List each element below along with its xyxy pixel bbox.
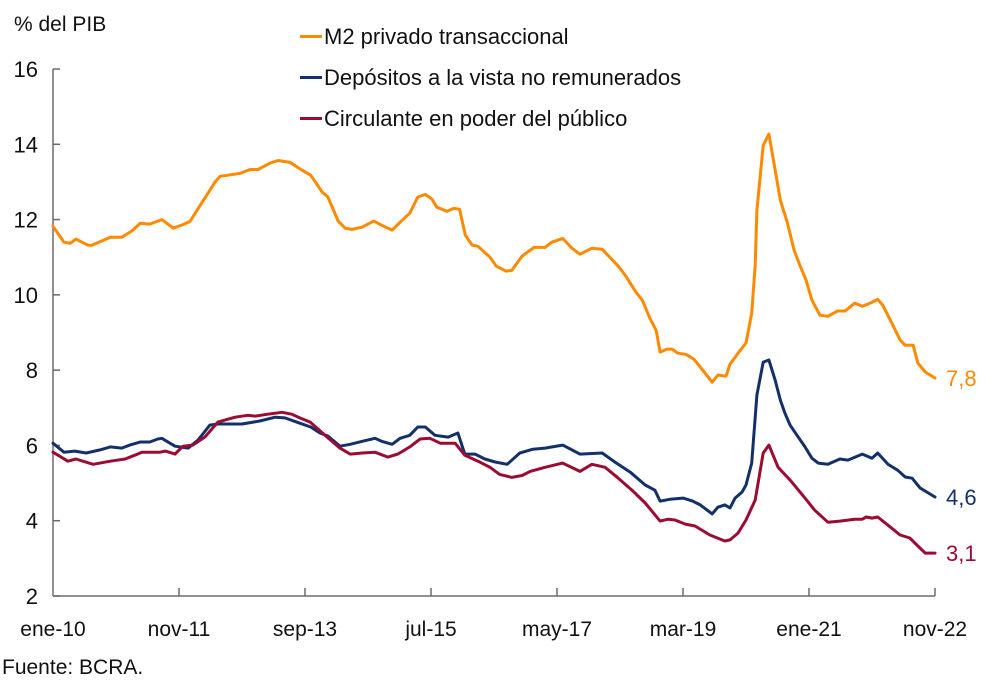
legend: M2 privado transaccional Depósitos a la … [300, 16, 681, 139]
x-tick-label: nov-22 [903, 618, 967, 641]
legend-label-depositos: Depósitos a la vista no remunerados [324, 64, 682, 90]
series-line-circulante [51, 410, 937, 555]
y-tick-label: 2 [26, 584, 38, 609]
x-tick-label: nov-11 [148, 618, 211, 641]
x-tick-label: mar-19 [650, 618, 717, 641]
legend-swatch-circulante [300, 117, 322, 120]
y-tick-label: 10 [14, 283, 38, 308]
legend-item-circulante: Circulante en poder del público [300, 98, 681, 139]
legend-label-m2: M2 privado transaccional [324, 23, 569, 49]
end-label-depositos: 4,6 [946, 485, 977, 510]
series-line-depositos [51, 358, 937, 516]
end-labels: 7,8 4,6 3,1 [946, 366, 977, 566]
series-group [51, 132, 937, 555]
x-tick-label: jul-15 [404, 618, 456, 641]
legend-swatch-depositos [300, 76, 322, 79]
legend-swatch-m2 [300, 35, 322, 38]
x-tick-label: ene-10 [20, 618, 85, 641]
y-tick-label: 4 [26, 509, 38, 534]
legend-label-circulante: Circulante en poder del público [324, 105, 628, 131]
legend-item-depositos: Depósitos a la vista no remunerados [300, 57, 681, 98]
axes: 2 4 6 8 10 12 14 16 ene-10 nov-11 sep-13 jul-15 may-… [14, 57, 968, 641]
source-note: Fuente: BCRA. [2, 656, 144, 679]
end-label-circulante: 3,1 [946, 541, 977, 566]
end-label-m2: 7,8 [946, 366, 977, 391]
series-line-m2 [51, 132, 937, 384]
y-tick-label: 8 [26, 358, 38, 383]
x-tick-label: ene-21 [776, 618, 841, 641]
y-tick-label: 14 [14, 132, 38, 157]
y-axis-unit-label: % del PIB [14, 13, 107, 36]
y-tick-label: 12 [14, 208, 38, 233]
y-tick-label: 6 [26, 433, 38, 458]
y-tick-label: 16 [14, 57, 38, 82]
legend-item-m2: M2 privado transaccional [300, 16, 681, 57]
x-tick-label: sep-13 [273, 618, 337, 641]
x-tick-label: may-17 [522, 618, 592, 641]
